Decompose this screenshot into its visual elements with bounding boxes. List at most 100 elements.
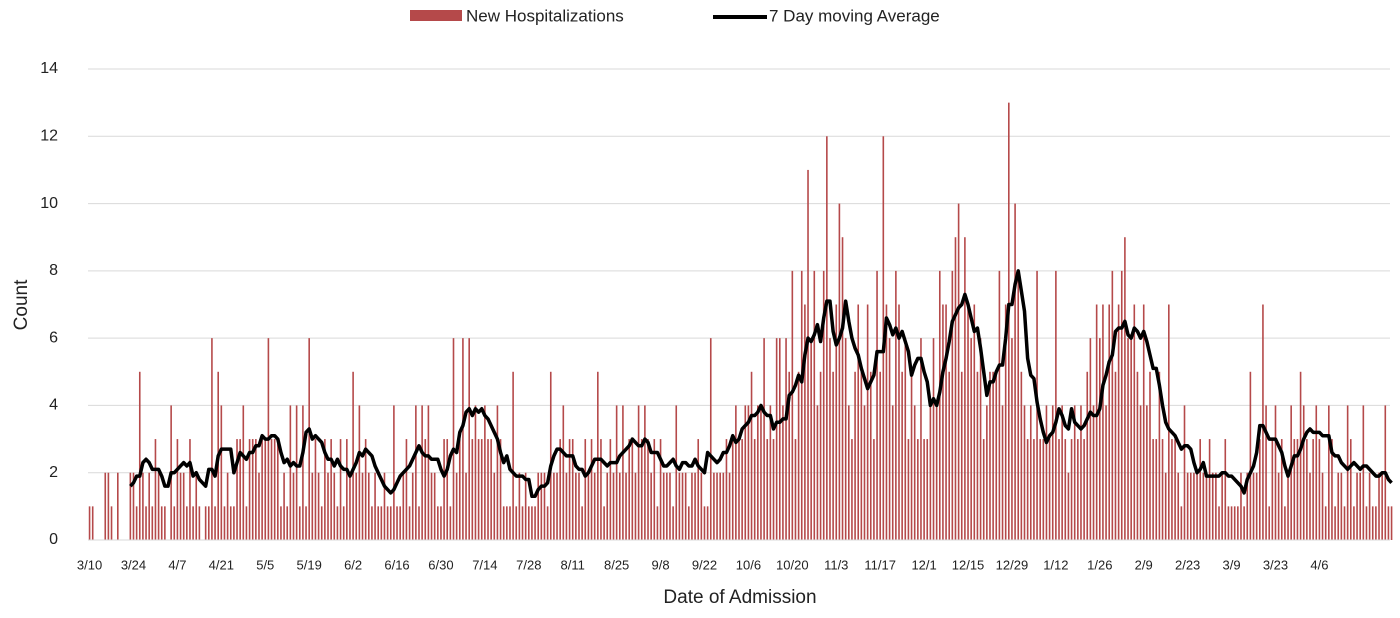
bar xyxy=(1023,405,1026,540)
bar xyxy=(866,304,869,540)
x-tick-label: 7/14 xyxy=(472,557,497,572)
x-tick-label: 4/6 xyxy=(1310,557,1328,572)
bar xyxy=(703,506,706,540)
bar xyxy=(901,371,903,540)
bar xyxy=(1390,506,1393,540)
bar xyxy=(763,338,765,540)
bar xyxy=(750,371,753,540)
legend-label: 7 Day moving Average xyxy=(769,6,940,25)
bar xyxy=(1218,506,1220,540)
bar xyxy=(506,506,508,540)
x-tick-label: 8/11 xyxy=(561,557,585,572)
bar xyxy=(1033,439,1035,540)
bar xyxy=(433,472,436,540)
bar xyxy=(960,371,963,540)
bar xyxy=(402,472,405,540)
bar xyxy=(1193,472,1195,540)
bar xyxy=(744,405,747,540)
bar xyxy=(342,506,345,540)
x-tick-label: 10/20 xyxy=(776,557,809,572)
bar xyxy=(1277,472,1280,540)
bar xyxy=(575,472,577,540)
bar xyxy=(302,405,304,540)
bar xyxy=(951,270,954,540)
x-tick-label: 1/26 xyxy=(1087,557,1112,572)
bar xyxy=(1321,472,1324,540)
bar xyxy=(1048,439,1051,540)
bar xyxy=(1284,506,1286,540)
bar xyxy=(907,439,910,540)
bar xyxy=(1205,472,1208,540)
bar xyxy=(1255,472,1258,540)
bar xyxy=(1328,405,1330,540)
bar xyxy=(157,472,160,540)
bar xyxy=(841,237,844,540)
bar xyxy=(264,439,267,540)
bar xyxy=(452,338,455,540)
bar xyxy=(1249,371,1252,540)
bar xyxy=(659,439,662,540)
bar xyxy=(1227,506,1230,540)
bar xyxy=(1274,405,1277,540)
bar xyxy=(305,506,307,540)
bar xyxy=(1387,506,1390,540)
bar xyxy=(314,439,317,540)
bar xyxy=(1105,405,1107,540)
bar xyxy=(1174,439,1176,540)
bar xyxy=(437,506,439,540)
bar xyxy=(917,439,919,540)
bar xyxy=(791,270,794,540)
bar xyxy=(813,270,816,540)
bar xyxy=(973,304,976,540)
bar xyxy=(207,506,210,540)
bar xyxy=(396,506,398,540)
bar xyxy=(512,371,514,540)
bar xyxy=(91,506,94,540)
bar xyxy=(844,338,847,540)
bar xyxy=(339,439,342,540)
bar xyxy=(982,439,985,540)
bar xyxy=(129,472,132,540)
bar xyxy=(471,439,474,540)
bar xyxy=(857,304,860,540)
bar xyxy=(1378,472,1380,540)
bar xyxy=(283,472,285,540)
bar xyxy=(691,472,693,540)
bar xyxy=(1233,506,1236,540)
bar xyxy=(1287,472,1289,540)
bar xyxy=(1080,405,1082,540)
bar xyxy=(640,439,643,540)
bar xyxy=(923,439,925,540)
bar xyxy=(273,439,276,540)
bar xyxy=(606,472,609,540)
bar xyxy=(584,439,587,540)
bar xyxy=(735,405,737,540)
bar xyxy=(835,304,838,540)
bar xyxy=(499,439,502,540)
bar xyxy=(415,405,417,540)
bar xyxy=(669,472,671,540)
bar xyxy=(800,270,803,540)
bar xyxy=(565,472,568,540)
bar xyxy=(270,439,273,540)
bar xyxy=(1042,439,1045,540)
bar xyxy=(1202,472,1205,540)
bar xyxy=(760,405,762,540)
bar xyxy=(578,472,580,540)
bar xyxy=(910,371,913,540)
bar xyxy=(725,439,728,540)
bar xyxy=(1199,439,1201,540)
bar xyxy=(706,506,709,540)
bar xyxy=(1117,304,1120,540)
bar xyxy=(1340,472,1343,540)
bar xyxy=(355,472,358,540)
bar xyxy=(1331,439,1333,540)
bar xyxy=(1381,472,1383,540)
x-tick-label: 4/7 xyxy=(168,557,186,572)
x-tick-label: 8/25 xyxy=(604,557,629,572)
bar xyxy=(775,338,778,540)
bar xyxy=(449,506,452,540)
bar xyxy=(1243,506,1245,540)
bar xyxy=(876,270,878,540)
bar xyxy=(666,472,668,540)
